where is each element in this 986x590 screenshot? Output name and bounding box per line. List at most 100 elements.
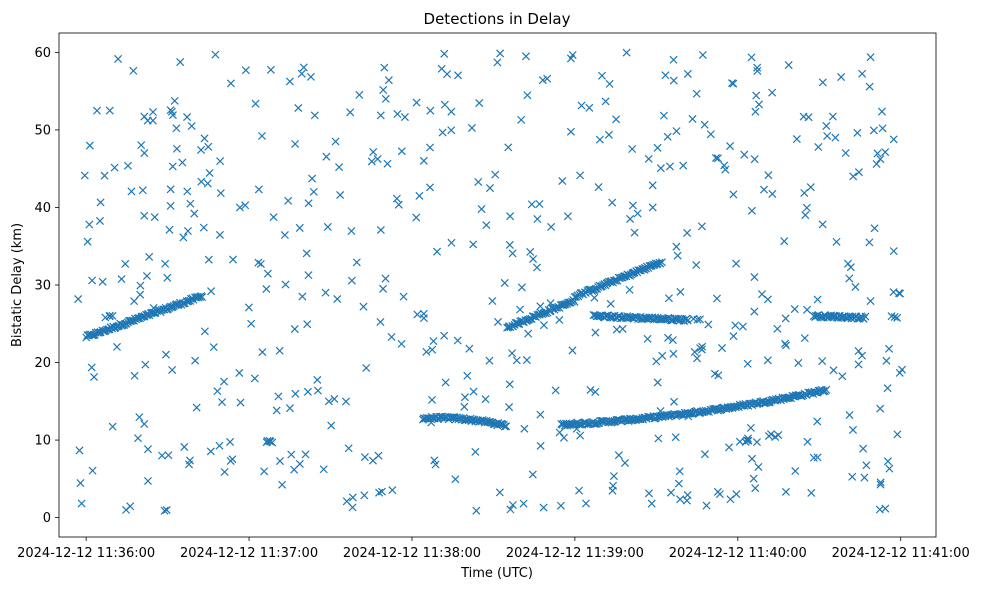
data-point <box>679 161 688 170</box>
data-point <box>500 278 509 287</box>
data-point <box>882 356 891 365</box>
data-point <box>431 460 440 469</box>
data-point <box>453 71 463 80</box>
data-point <box>838 372 847 381</box>
data-point <box>291 389 300 398</box>
data-point <box>388 486 397 495</box>
data-point <box>381 94 390 103</box>
data-point <box>747 53 756 62</box>
data-point <box>83 237 92 246</box>
data-point <box>336 190 345 200</box>
data-point <box>299 63 308 72</box>
data-point <box>474 177 483 186</box>
data-point <box>251 99 260 108</box>
data-point <box>323 222 332 231</box>
data-point <box>713 487 722 496</box>
data-point <box>543 74 552 83</box>
data-point <box>447 107 456 116</box>
data-point <box>781 487 790 496</box>
plot-frame <box>58 32 937 538</box>
data-point <box>668 336 677 345</box>
data-point <box>683 490 692 500</box>
data-point <box>803 305 812 314</box>
data-point <box>702 501 711 510</box>
data-point <box>313 386 322 395</box>
data-point <box>877 107 886 116</box>
data-point <box>690 347 699 356</box>
data-point <box>161 259 170 268</box>
data-point <box>142 271 151 281</box>
data-point <box>355 90 364 99</box>
data-point <box>536 302 545 311</box>
data-point <box>822 121 831 130</box>
data-point <box>447 238 456 247</box>
data-point <box>397 147 406 156</box>
data-point <box>495 488 504 497</box>
data-point <box>768 189 777 198</box>
data-point <box>166 201 175 210</box>
data-point <box>321 288 330 297</box>
data-point <box>743 434 752 443</box>
data-point <box>664 294 673 303</box>
data-point <box>85 220 94 229</box>
x-tick-label: 2024-12-12 11:38:00 <box>343 546 481 561</box>
data-point <box>653 143 662 152</box>
data-point <box>657 258 666 267</box>
data-point <box>105 106 114 115</box>
data-point <box>180 442 189 451</box>
data-point <box>829 366 838 375</box>
data-point <box>523 91 532 100</box>
data-point <box>792 135 801 144</box>
data-point <box>121 259 130 268</box>
data-point <box>859 444 868 453</box>
chart-title: Detections in Delay <box>424 10 571 28</box>
data-point <box>849 172 858 181</box>
data-point <box>309 187 318 196</box>
data-point <box>837 73 846 82</box>
data-point <box>784 61 793 70</box>
data-point <box>648 203 657 212</box>
data-point <box>291 139 300 149</box>
data-point <box>469 240 478 249</box>
data-point <box>612 115 621 124</box>
data-point <box>166 185 175 194</box>
data-point <box>676 287 685 296</box>
data-point <box>828 112 837 121</box>
data-point <box>467 123 476 132</box>
data-point <box>738 322 747 331</box>
data-point <box>341 397 351 406</box>
data-point <box>729 332 738 341</box>
data-point <box>576 171 585 180</box>
data-point <box>310 111 319 120</box>
data-point <box>673 251 682 260</box>
data-point <box>893 430 902 439</box>
data-point <box>591 387 600 396</box>
data-point <box>813 417 822 426</box>
data-point <box>727 79 737 88</box>
data-point <box>529 254 538 264</box>
data-point <box>692 89 701 98</box>
data-point <box>845 274 854 283</box>
data-point <box>848 425 858 434</box>
data-point <box>215 230 224 239</box>
data-point <box>149 303 158 312</box>
data-point <box>558 176 567 186</box>
data-point <box>513 318 522 328</box>
x-axis-label: Time (UTC) <box>460 566 533 581</box>
data-point <box>393 109 402 119</box>
data-point <box>609 276 619 285</box>
data-point <box>884 344 894 353</box>
data-point <box>559 433 568 442</box>
data-point <box>750 273 759 282</box>
data-point <box>732 259 741 268</box>
data-point <box>749 474 758 483</box>
data-point <box>95 216 104 225</box>
data-point <box>757 290 767 299</box>
data-point <box>90 372 99 382</box>
data-point <box>187 121 196 131</box>
data-point <box>168 365 177 375</box>
data-point <box>274 392 283 401</box>
data-point <box>333 294 342 304</box>
data-point <box>878 124 887 133</box>
data-point <box>87 363 96 372</box>
